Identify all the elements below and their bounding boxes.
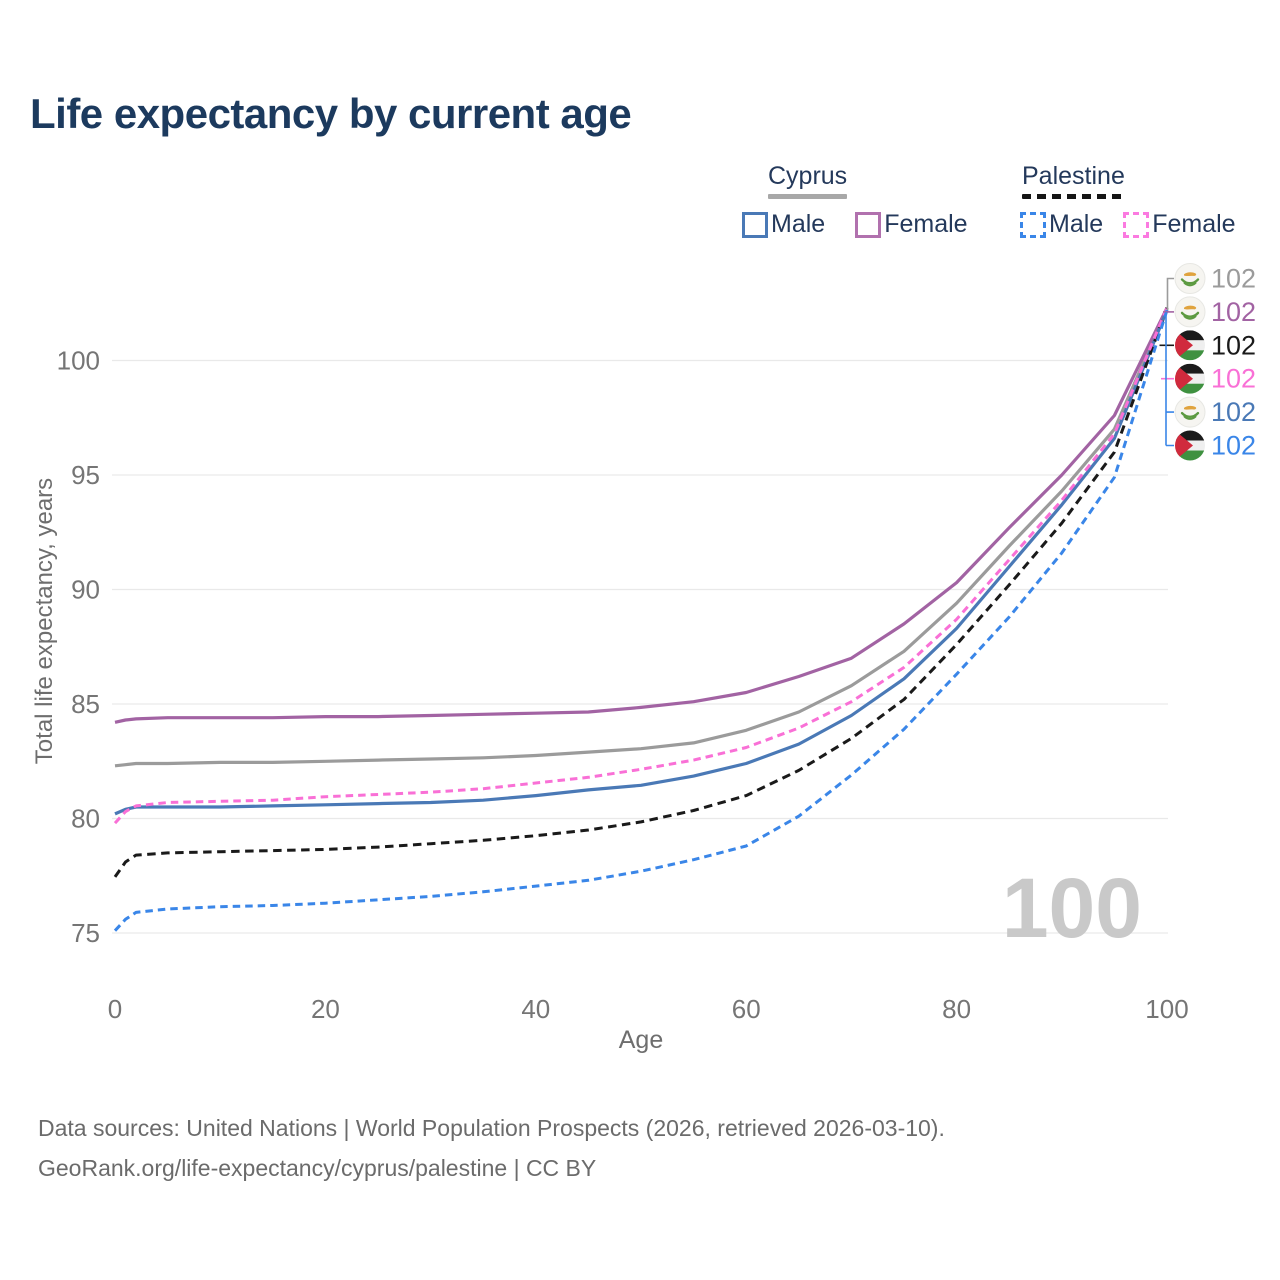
y-tick-label-95: 95 [71,460,100,490]
olive-branch-left [1180,311,1200,318]
x-tick-label-40: 40 [521,994,550,1024]
cyprus-flag-icon [1174,296,1206,328]
cyprus-solid-line-key [768,194,848,199]
palestine-dashed-line-key [1022,194,1125,199]
cyprus-flag-icon [1174,263,1206,294]
y-tick-label-85: 85 [71,689,100,719]
flag-bg [1174,296,1206,328]
stripe-green [1175,450,1205,461]
stripe-green [1175,383,1205,394]
legend-item-palestine-female[interactable]: Female [1123,210,1236,239]
end-value-label-cyprus-female: 102 [1211,297,1256,327]
page-title: Life expectancy by current age [30,90,632,137]
legend-group-cyprus: Cyprus Male Female [742,162,968,239]
end-value-label-palestine-total: 102 [1211,330,1256,360]
stripe-green [1175,350,1205,361]
olive-branch-left [1180,411,1200,419]
flag-bg [1174,263,1206,294]
series-line-cyprus-total [114,308,1169,768]
end-value-label-cyprus-male: 102 [1211,397,1256,427]
legend-group-cyprus-label: Cyprus [768,162,848,190]
cyprus-male-checkbox-icon [742,211,768,238]
legend-item-label: Male [771,210,826,238]
end-value-label-palestine-male: 102 [1211,431,1256,461]
olive-branch-left [1180,278,1200,285]
cyprus-female-checkbox-icon [855,211,882,238]
footer-data-sources: Data sources: United Nations | World Pop… [38,1115,945,1141]
olive-branch-right [1183,415,1197,420]
cyprus-island-shape [1184,272,1197,277]
leader-line-cyprus-total [1166,277,1174,310]
legend-group-palestine-header[interactable]: Palestine [1022,162,1125,199]
y-tick-label-75: 75 [71,918,100,948]
legend-item-label: Male [1049,210,1104,238]
palestine-female-checkbox-icon [1123,211,1150,238]
stripe-black [1175,430,1205,441]
series-line-cyprus-female [114,307,1169,724]
palestine-flag-stripes [1175,363,1205,394]
y-tick-label-80: 80 [71,804,100,834]
y-axis-title: Total life expectancy, years [31,477,58,765]
palestine-flag-stripes [1175,330,1205,361]
leader-line-male-bracket [1165,311,1174,447]
red-triangle [1175,430,1193,461]
palestine-flag-stripes [1175,430,1205,461]
x-tick-label-0: 0 [108,994,122,1024]
end-value-label-palestine-female: 102 [1211,364,1256,394]
series-line-cyprus-male [114,309,1169,816]
series-line-palestine-total [113,307,1169,878]
palestine-flag-icon [1175,330,1205,361]
x-tick-label-100: 100 [1145,994,1188,1024]
x-tick-label-60: 60 [732,994,761,1024]
legend-item-cyprus-female[interactable]: Female [855,210,968,239]
olive-branch-right [1183,315,1197,320]
palestine-flag-icon [1175,363,1205,394]
legend-group-palestine: Palestine Male Female [1020,162,1236,239]
y-tick-label-90: 90 [71,575,100,605]
footer-attribution: GeoRank.org/life-expectancy/cyprus/pales… [38,1155,597,1181]
x-axis-title: Age [618,1026,664,1054]
cyprus-flag-icon [1174,396,1206,428]
x-tick-label-20: 20 [311,994,340,1024]
palestine-male-checkbox-icon [1020,211,1046,238]
legend-group-cyprus-header[interactable]: Cyprus [768,162,848,199]
red-triangle [1175,363,1193,394]
y-tick-label-100: 100 [57,346,100,376]
cyprus-island-shape [1184,405,1197,410]
x-tick-label-80: 80 [942,994,971,1024]
legend-item-palestine-male[interactable]: Male [1020,210,1103,239]
stripe-black [1175,330,1205,341]
age-watermark: 100 [1001,861,1142,955]
olive-branch-right [1183,282,1197,287]
legend-item-cyprus-male[interactable]: Male [742,210,825,239]
stripe-black [1175,363,1205,374]
red-triangle [1175,330,1193,361]
series-line-palestine-female [113,307,1169,825]
flag-bg [1174,396,1206,428]
cyprus-island-shape [1184,305,1197,310]
legend-group-palestine-label: Palestine [1022,162,1125,190]
legend-item-label: Female [884,210,968,238]
palestine-flag-icon [1175,430,1205,461]
end-value-label-cyprus-total: 102 [1211,264,1256,294]
footer: Data sources: United Nations | World Pop… [38,1108,1238,1188]
series-line-palestine-male [113,309,1169,932]
legend-item-label: Female [1152,210,1236,238]
